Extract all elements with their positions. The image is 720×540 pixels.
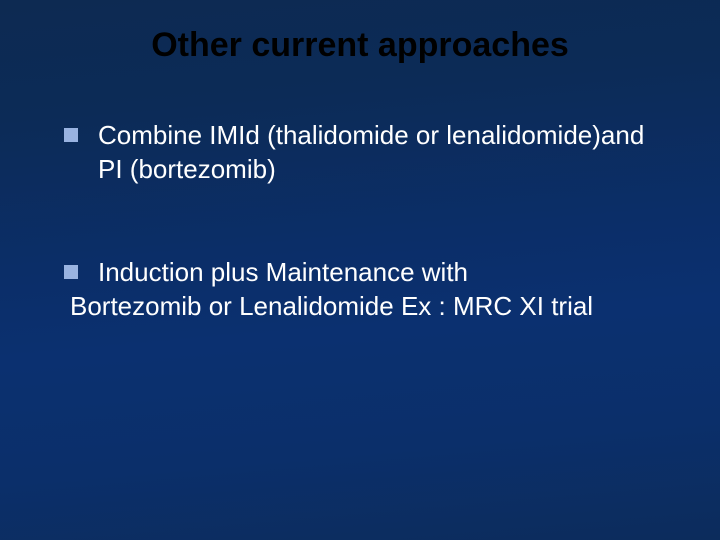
slide: Other current approaches Combine IMId (t… [0, 0, 720, 540]
bullet-text: Combine IMId (thalidomide or lenalidomid… [98, 118, 670, 187]
bullet-text-line: Bortezomib or Lenalidomide Ex : MRC XI t… [70, 289, 593, 323]
square-bullet-icon [64, 265, 78, 279]
bullet-item: Induction plus Maintenance with Bortezom… [64, 255, 670, 324]
bullet-text: Induction plus Maintenance with Bortezom… [98, 255, 593, 324]
bullet-item: Combine IMId (thalidomide or lenalidomid… [64, 118, 670, 187]
square-bullet-icon [64, 128, 78, 142]
slide-body: Combine IMId (thalidomide or lenalidomid… [64, 118, 670, 323]
bullet-text-line: Induction plus Maintenance with [98, 257, 468, 287]
slide-title: Other current approaches [0, 26, 720, 65]
